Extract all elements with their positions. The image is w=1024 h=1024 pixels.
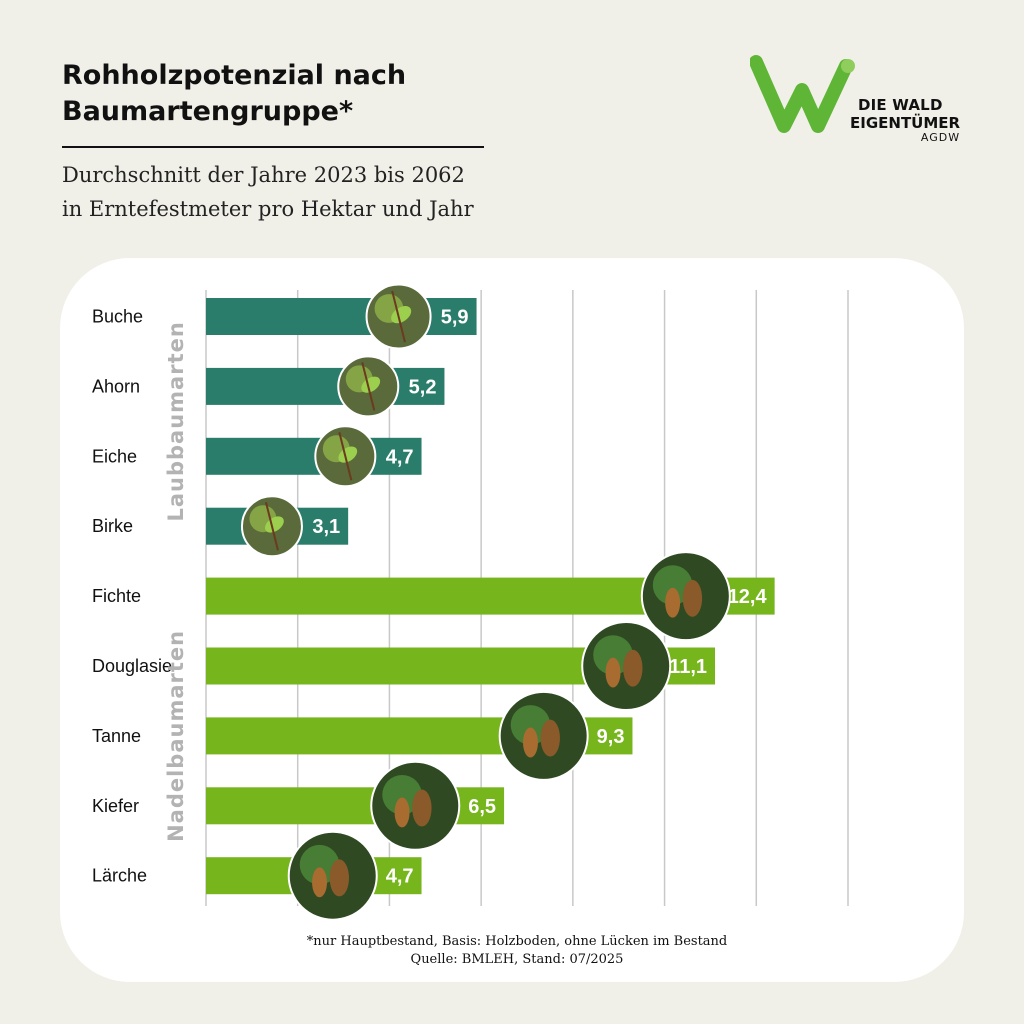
value-label: 6,5 bbox=[468, 796, 496, 818]
waldeigentuemer-logo-icon bbox=[750, 55, 855, 133]
bar bbox=[206, 367, 445, 405]
category-label: Fichte bbox=[92, 586, 141, 606]
title-divider bbox=[62, 146, 484, 148]
logo-line-3: AGDW bbox=[920, 131, 961, 144]
logo-line-2: EIGENTÜMER bbox=[850, 114, 961, 132]
chart-title: Rohholzpotenzial nach Baumartengruppe* bbox=[62, 60, 407, 127]
logo-wordmark: DIE WALD EIGENTÜMER AGDW bbox=[850, 96, 961, 144]
value-label: 5,9 bbox=[441, 307, 469, 329]
category-label: Kiefer bbox=[92, 796, 139, 816]
maple-seed-icon bbox=[337, 355, 400, 418]
group-label: Laubbaumarten bbox=[164, 321, 188, 521]
group-label: Nadelbaumarten bbox=[164, 630, 188, 842]
bar bbox=[206, 437, 422, 475]
category-label: Ahorn bbox=[92, 376, 140, 396]
pine-cone-icon bbox=[370, 760, 461, 851]
chart-subtitle: Durchschnitt der Jahre 2023 bis 2062 in … bbox=[62, 163, 474, 221]
spruce-cone-icon bbox=[640, 551, 731, 642]
footnote: *nur Hauptbestand, Basis: Holzboden, ohn… bbox=[0, 933, 1024, 969]
category-label: Lärche bbox=[92, 866, 147, 886]
douglas-fir-cone-icon bbox=[581, 621, 672, 711]
value-label: 4,7 bbox=[386, 446, 414, 468]
value-label: 11,1 bbox=[669, 656, 707, 678]
larch-cone-icon bbox=[287, 830, 378, 921]
footnote-basis: *nur Hauptbestand, Basis: Holzboden, ohn… bbox=[306, 934, 728, 949]
value-label: 5,2 bbox=[409, 376, 437, 398]
bar bbox=[206, 298, 477, 335]
category-label: Douglasie bbox=[92, 656, 172, 676]
oak-acorn-icon bbox=[314, 425, 377, 488]
category-label: Birke bbox=[92, 516, 133, 536]
value-label: 12,4 bbox=[728, 586, 768, 608]
footnote-source: Quelle: BMLEH, Stand: 07/2025 bbox=[410, 952, 624, 967]
value-label: 3,1 bbox=[312, 516, 340, 538]
category-label: Buche bbox=[92, 307, 143, 327]
logo-line-1: DIE WALD bbox=[858, 96, 943, 114]
category-label: Tanne bbox=[92, 726, 141, 746]
beech-leaf-icon bbox=[365, 283, 432, 350]
value-label: 9,3 bbox=[597, 726, 625, 748]
birch-leaf-icon bbox=[240, 495, 303, 558]
fir-branch-icon bbox=[498, 690, 589, 781]
value-label: 4,7 bbox=[386, 866, 414, 888]
category-label: Eiche bbox=[92, 446, 137, 466]
